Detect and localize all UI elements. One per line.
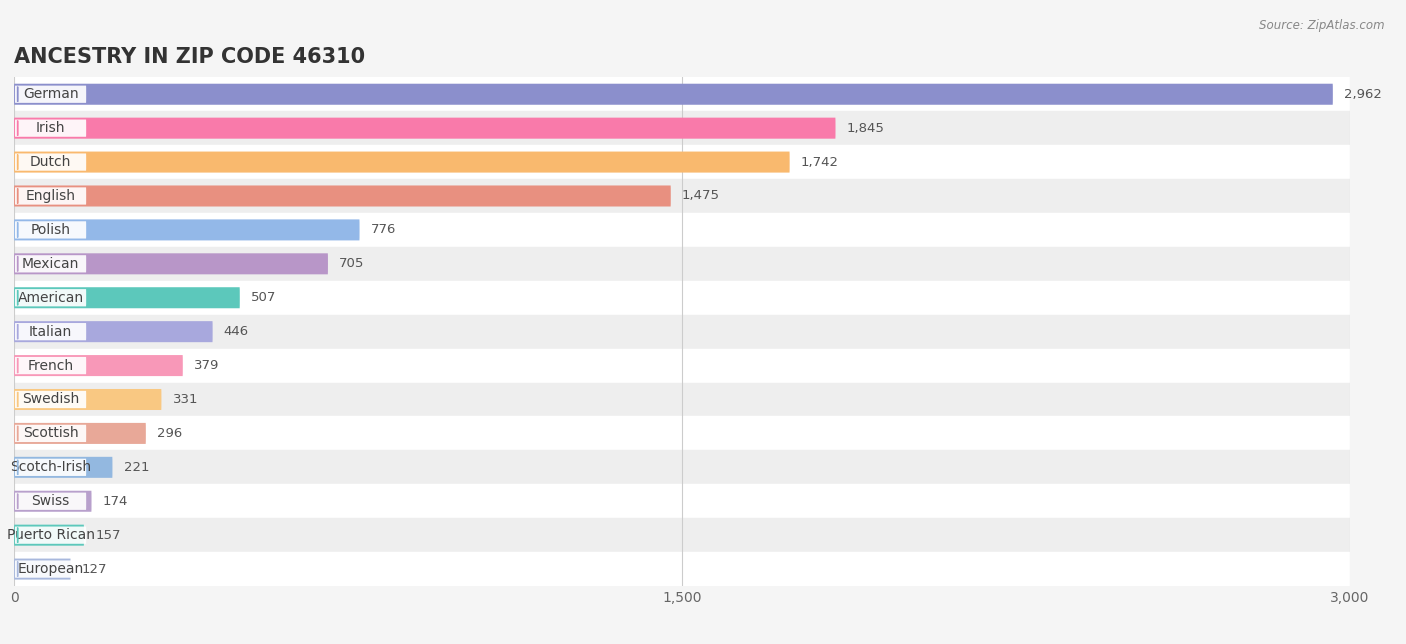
FancyBboxPatch shape: [15, 357, 86, 374]
Text: 379: 379: [194, 359, 219, 372]
FancyBboxPatch shape: [14, 558, 70, 580]
Text: Scotch-Irish: Scotch-Irish: [10, 460, 91, 475]
Text: German: German: [22, 87, 79, 101]
Text: 446: 446: [224, 325, 249, 338]
Text: 221: 221: [124, 461, 149, 474]
Text: 331: 331: [173, 393, 198, 406]
Text: Italian: Italian: [30, 325, 72, 339]
FancyBboxPatch shape: [15, 222, 86, 238]
FancyBboxPatch shape: [15, 187, 86, 205]
Text: 127: 127: [82, 563, 107, 576]
Text: 1,742: 1,742: [801, 156, 839, 169]
FancyBboxPatch shape: [15, 120, 86, 137]
FancyBboxPatch shape: [14, 525, 84, 545]
FancyBboxPatch shape: [14, 281, 1350, 315]
Text: 157: 157: [96, 529, 121, 542]
Text: Irish: Irish: [35, 121, 65, 135]
Text: 507: 507: [250, 291, 277, 304]
Text: 776: 776: [371, 223, 396, 236]
Text: French: French: [28, 359, 73, 373]
FancyBboxPatch shape: [15, 527, 86, 544]
FancyBboxPatch shape: [14, 145, 1350, 179]
FancyBboxPatch shape: [14, 253, 328, 274]
FancyBboxPatch shape: [14, 77, 1350, 111]
FancyBboxPatch shape: [14, 417, 1350, 450]
FancyBboxPatch shape: [14, 287, 240, 308]
FancyBboxPatch shape: [14, 491, 91, 512]
FancyBboxPatch shape: [15, 255, 86, 272]
FancyBboxPatch shape: [15, 391, 86, 408]
FancyBboxPatch shape: [15, 493, 86, 510]
Text: 174: 174: [103, 495, 128, 507]
Text: Scottish: Scottish: [22, 426, 79, 440]
FancyBboxPatch shape: [14, 185, 671, 207]
FancyBboxPatch shape: [14, 111, 1350, 145]
FancyBboxPatch shape: [14, 484, 1350, 518]
Text: ANCESTRY IN ZIP CODE 46310: ANCESTRY IN ZIP CODE 46310: [14, 48, 366, 68]
Text: Polish: Polish: [31, 223, 70, 237]
FancyBboxPatch shape: [14, 247, 1350, 281]
FancyBboxPatch shape: [15, 323, 86, 340]
Text: 1,475: 1,475: [682, 189, 720, 202]
FancyBboxPatch shape: [14, 355, 183, 376]
FancyBboxPatch shape: [14, 383, 1350, 417]
FancyBboxPatch shape: [14, 315, 1350, 348]
FancyBboxPatch shape: [14, 179, 1350, 213]
Text: Source: ZipAtlas.com: Source: ZipAtlas.com: [1260, 19, 1385, 32]
FancyBboxPatch shape: [14, 118, 835, 138]
Text: Swedish: Swedish: [22, 392, 79, 406]
Text: English: English: [25, 189, 76, 203]
FancyBboxPatch shape: [15, 86, 86, 103]
Text: 705: 705: [339, 258, 364, 270]
Text: 296: 296: [157, 427, 183, 440]
FancyBboxPatch shape: [15, 425, 86, 442]
FancyBboxPatch shape: [14, 518, 1350, 552]
Text: American: American: [17, 290, 83, 305]
FancyBboxPatch shape: [14, 450, 1350, 484]
FancyBboxPatch shape: [14, 457, 112, 478]
Text: Dutch: Dutch: [30, 155, 72, 169]
FancyBboxPatch shape: [14, 213, 1350, 247]
FancyBboxPatch shape: [15, 459, 86, 476]
Text: 1,845: 1,845: [846, 122, 884, 135]
FancyBboxPatch shape: [14, 84, 1333, 105]
FancyBboxPatch shape: [14, 220, 360, 240]
FancyBboxPatch shape: [14, 151, 790, 173]
Text: Mexican: Mexican: [22, 257, 79, 271]
FancyBboxPatch shape: [15, 289, 86, 307]
FancyBboxPatch shape: [15, 560, 86, 578]
FancyBboxPatch shape: [14, 389, 162, 410]
Text: European: European: [17, 562, 84, 576]
FancyBboxPatch shape: [15, 153, 86, 171]
FancyBboxPatch shape: [14, 423, 146, 444]
FancyBboxPatch shape: [14, 321, 212, 342]
Text: 2,962: 2,962: [1344, 88, 1382, 100]
Text: Puerto Rican: Puerto Rican: [7, 528, 94, 542]
FancyBboxPatch shape: [14, 552, 1350, 586]
Text: Swiss: Swiss: [31, 494, 70, 508]
FancyBboxPatch shape: [14, 348, 1350, 383]
